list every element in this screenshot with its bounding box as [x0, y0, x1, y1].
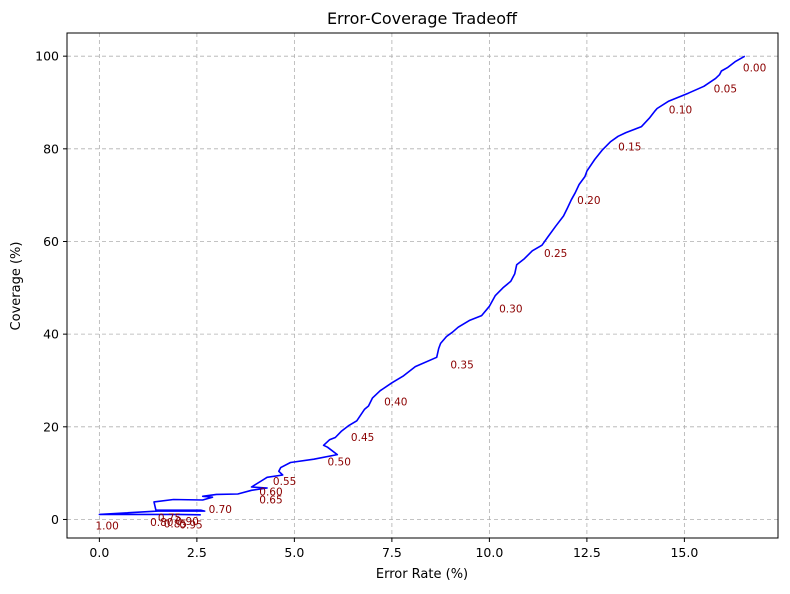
threshold-label: 0.30: [499, 304, 522, 316]
threshold-label: 0.00: [743, 63, 766, 75]
x-tick-label: 7.5: [382, 545, 402, 560]
x-tick-label: 5.0: [284, 545, 304, 560]
threshold-label: 0.45: [351, 432, 374, 444]
x-tick-label: 10.0: [475, 545, 503, 560]
grid: [67, 33, 778, 538]
y-axis-title: Coverage (%): [9, 242, 24, 331]
threshold-label: 0.50: [328, 457, 351, 469]
point-label-layer: 0.00 0.05 0.10 0.15 0.20 0.25 0.30 0.35 0.40 0.45…: [95, 63, 766, 533]
threshold-label: 0.65: [259, 495, 282, 507]
y-tick-label: 100: [35, 49, 59, 64]
y-axis-ticks: 0 20 40 60 80 100: [35, 49, 67, 527]
y-tick-label: 80: [43, 141, 59, 156]
threshold-label: 0.90: [175, 516, 198, 528]
threshold-label: 0.55: [273, 476, 296, 488]
threshold-label: 1.00: [95, 520, 118, 532]
x-tick-label: 15.0: [670, 545, 698, 560]
y-tick-label: 60: [43, 234, 59, 249]
x-tick-label: 2.5: [187, 545, 207, 560]
threshold-label: 0.40: [384, 396, 407, 408]
plot-area-frame: [66, 32, 779, 539]
threshold-label: 0.20: [577, 195, 600, 207]
chart-title: Error-Coverage Tradeoff: [327, 9, 518, 28]
threshold-label: 0.75: [158, 513, 181, 525]
threshold-label: 0.60: [259, 487, 282, 499]
threshold-label: 0.70: [209, 504, 232, 516]
threshold-label: 0.95: [179, 520, 202, 532]
threshold-label: 0.85: [164, 519, 187, 531]
x-axis-title: Error Rate (%): [376, 567, 468, 582]
threshold-label: 0.15: [618, 142, 641, 154]
threshold-label: 0.10: [669, 104, 692, 116]
x-tick-label: 12.5: [573, 545, 601, 560]
x-axis-ticks: 0.0 2.5 5.0 7.5 10.0 12.5 15.0: [89, 538, 698, 560]
threshold-label: 0.05: [714, 84, 737, 96]
data-line-layer: [98, 55, 746, 516]
threshold-label: 0.80: [150, 517, 173, 529]
y-tick-label: 0: [51, 512, 59, 527]
y-tick-label: 20: [43, 419, 59, 434]
x-tick-label: 0.0: [89, 545, 109, 560]
threshold-label: 0.35: [450, 359, 473, 371]
y-tick-label: 40: [43, 327, 59, 342]
coverage-line: [98, 55, 746, 516]
threshold-label: 0.25: [544, 248, 567, 260]
